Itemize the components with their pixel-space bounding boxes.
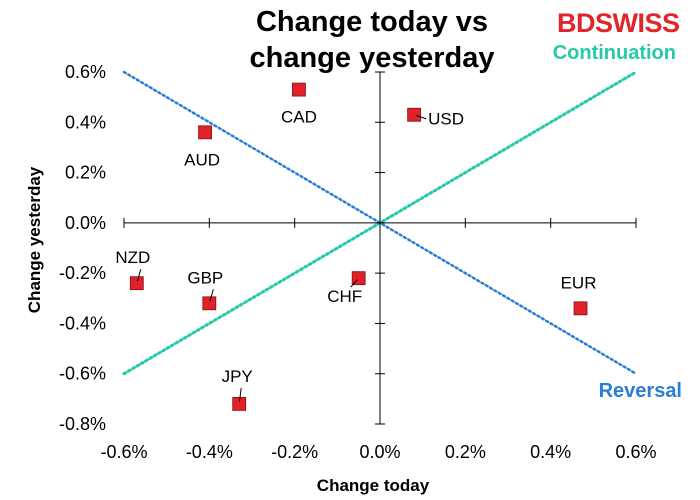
y-tick-label: -0.6%: [59, 364, 106, 384]
point-label-chf: CHF: [327, 287, 362, 306]
leader-line-chf: [350, 279, 358, 288]
leader-line-jpy: [239, 387, 242, 402]
y-tick-label: -0.8%: [59, 414, 106, 434]
x-tick-label: 0.2%: [445, 442, 486, 462]
x-axis-title: Change today: [317, 476, 430, 495]
point-nzd: [129, 276, 144, 291]
leader-line-gbp: [209, 289, 214, 302]
continuation-label: Continuation: [553, 42, 676, 64]
y-tick-label: -0.2%: [59, 263, 106, 283]
x-tick-label: -0.4%: [186, 442, 233, 462]
brand-swiss: SWISS: [595, 8, 680, 38]
brand-logo: BDSWISS: [557, 8, 680, 38]
y-tick-label: -0.4%: [59, 313, 106, 333]
y-tick-label: 0.4%: [65, 112, 106, 132]
point-label-nzd: NZD: [115, 248, 150, 267]
point-label-usd: USD: [428, 110, 464, 129]
point-aud: [198, 125, 212, 140]
leader-line-nzd: [136, 269, 142, 282]
y-tick-label: 0.0%: [65, 213, 106, 233]
point-eur: [573, 301, 588, 316]
y-tick-label: 0.2%: [65, 163, 106, 183]
y-tick-label: 0.6%: [65, 62, 106, 82]
brand-bd: BD: [557, 8, 595, 38]
point-label-aud: AUD: [184, 150, 220, 169]
point-jpy: [232, 396, 247, 411]
point-label-cad: CAD: [281, 108, 317, 127]
point-label-eur: EUR: [561, 273, 597, 292]
x-tick-label: 0.6%: [615, 442, 656, 462]
point-usd: [407, 107, 422, 122]
point-label-jpy: JPY: [222, 367, 253, 386]
x-tick-label: 0.0%: [359, 442, 400, 462]
point-cad: [292, 82, 306, 97]
x-tick-label: -0.2%: [271, 442, 318, 462]
chart-title-line1: Change today vs: [256, 6, 488, 38]
point-gbp: [202, 296, 217, 311]
chart-title-line2: change yesterday: [249, 42, 494, 74]
point-label-gbp: GBP: [187, 268, 223, 287]
y-axis-title: Change yesterday: [25, 166, 44, 313]
reversal-label: Reversal: [599, 380, 682, 402]
leader-line-usd: [415, 114, 427, 120]
x-tick-label: -0.6%: [100, 442, 147, 462]
x-tick-label: 0.4%: [530, 442, 571, 462]
